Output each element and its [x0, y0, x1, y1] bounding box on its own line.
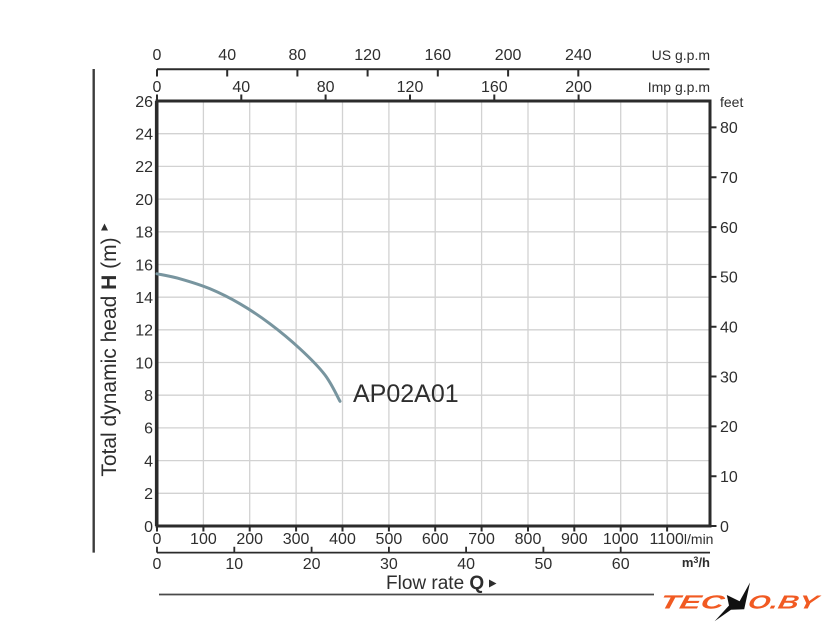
svg-text:0: 0: [153, 47, 162, 64]
svg-text:60: 60: [720, 220, 738, 237]
svg-text:4: 4: [144, 453, 153, 470]
svg-text:50: 50: [720, 270, 738, 287]
svg-text:400: 400: [329, 531, 356, 548]
svg-text:Imp g.p.m: Imp g.p.m: [648, 79, 710, 95]
svg-text:0: 0: [144, 519, 153, 536]
svg-text:700: 700: [468, 531, 495, 548]
svg-text:2: 2: [144, 486, 153, 503]
svg-text:80: 80: [289, 47, 307, 64]
svg-text:0: 0: [153, 556, 162, 573]
svg-text:24: 24: [135, 127, 153, 144]
svg-text:120: 120: [354, 47, 381, 64]
svg-text:8: 8: [144, 388, 153, 405]
svg-text:18: 18: [135, 225, 153, 242]
svg-text:800: 800: [515, 531, 542, 548]
svg-text:20: 20: [720, 419, 738, 436]
svg-text:16: 16: [135, 257, 153, 274]
svg-text:22: 22: [135, 159, 153, 176]
svg-text:feet: feet: [720, 94, 743, 110]
svg-text:70: 70: [720, 170, 738, 187]
svg-text:6: 6: [144, 421, 153, 438]
svg-text:100: 100: [190, 531, 217, 548]
svg-text:US g.p.m: US g.p.m: [652, 47, 710, 63]
svg-text:20: 20: [303, 556, 321, 573]
svg-text:300: 300: [283, 531, 310, 548]
svg-text:40: 40: [218, 47, 236, 64]
svg-text:160: 160: [481, 79, 508, 96]
svg-text:TEC: TEC: [658, 591, 728, 613]
svg-text:0: 0: [153, 79, 162, 96]
svg-text:0: 0: [720, 519, 729, 536]
svg-text:1100l/min: 1100l/min: [650, 531, 714, 548]
svg-text:Flow rate Q: Flow rate Q: [386, 573, 484, 594]
svg-text:0: 0: [153, 531, 162, 548]
svg-text:240: 240: [565, 47, 592, 64]
svg-text:120: 120: [397, 79, 424, 96]
svg-text:200: 200: [236, 531, 263, 548]
svg-text:10: 10: [135, 355, 153, 372]
svg-text:40: 40: [720, 320, 738, 337]
svg-text:30: 30: [380, 556, 398, 573]
svg-text:26: 26: [135, 94, 153, 111]
svg-text:O.BY: O.BY: [746, 592, 823, 613]
svg-text:12: 12: [135, 323, 153, 340]
svg-text:60: 60: [612, 556, 630, 573]
svg-text:14: 14: [135, 290, 153, 307]
svg-text:200: 200: [495, 47, 522, 64]
svg-text:200: 200: [565, 79, 592, 96]
svg-text:20: 20: [135, 192, 153, 209]
svg-text:10: 10: [720, 469, 738, 486]
svg-text:40: 40: [457, 556, 475, 573]
svg-text:30: 30: [720, 369, 738, 386]
svg-text:10: 10: [225, 556, 243, 573]
svg-text:50: 50: [535, 556, 553, 573]
svg-text:80: 80: [720, 120, 738, 137]
svg-text:Total dynamic head H (m): Total dynamic head H (m): [98, 237, 121, 476]
svg-text:600: 600: [422, 531, 449, 548]
svg-text:500: 500: [376, 531, 403, 548]
svg-text:1000: 1000: [603, 531, 639, 548]
svg-text:160: 160: [424, 47, 451, 64]
svg-text:900: 900: [561, 531, 588, 548]
svg-text:80: 80: [317, 79, 335, 96]
svg-text:40: 40: [232, 79, 250, 96]
svg-text:AP02A01: AP02A01: [353, 380, 459, 408]
svg-text:m3/h: m3/h: [682, 555, 710, 570]
